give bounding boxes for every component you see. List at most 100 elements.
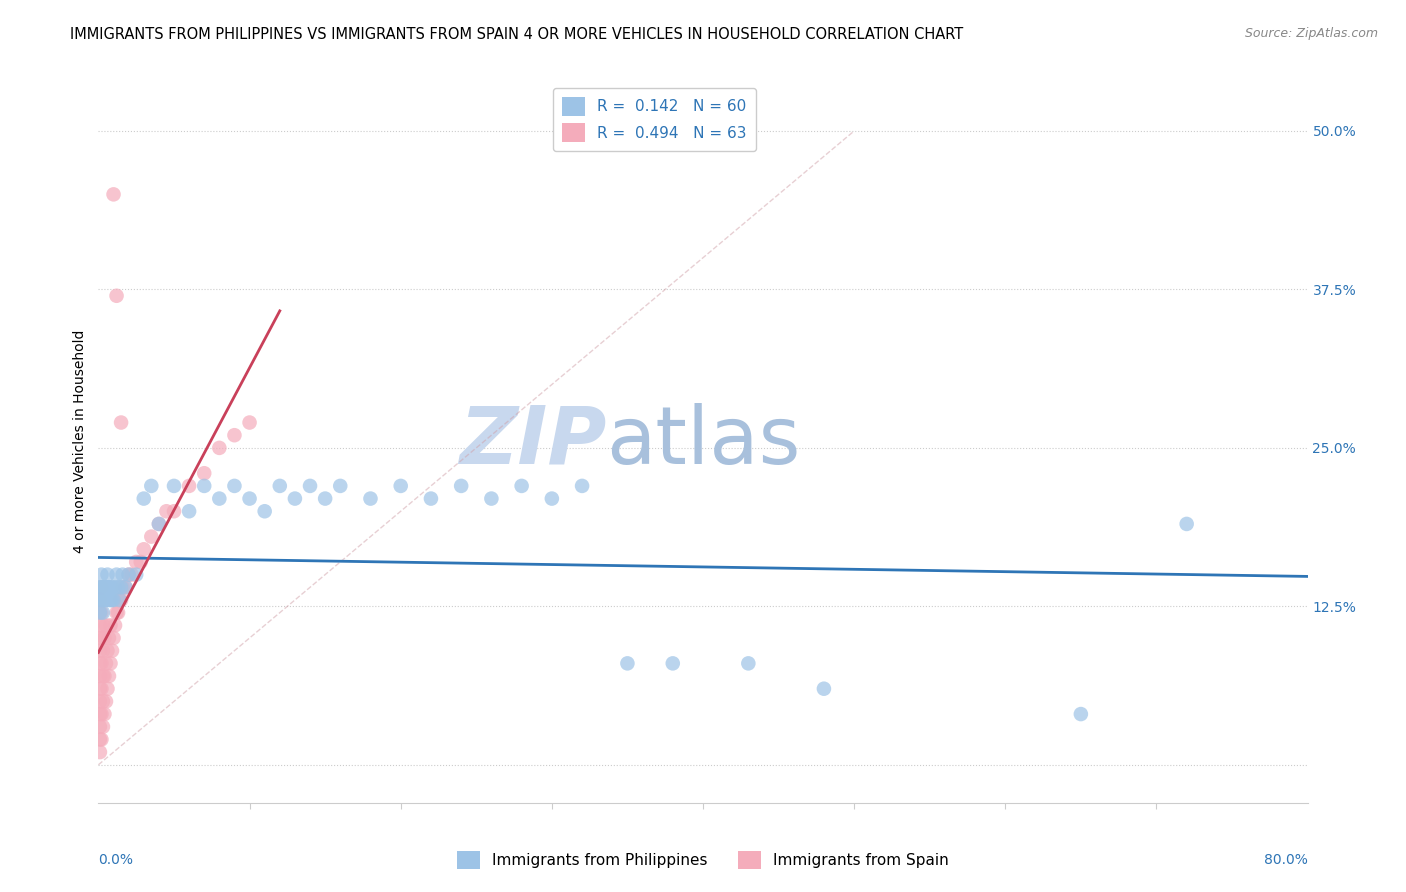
Point [224,479,246,493]
Point [89,606,111,620]
Point [239,491,262,506]
Point [314,491,336,506]
Point [91,593,114,607]
Point [148,516,170,531]
Point [96,681,118,696]
Point [98,631,121,645]
Text: Source: ZipAtlas.com: Source: ZipAtlas.com [1244,27,1378,40]
Point [101,643,124,657]
Point [94,618,117,632]
Point [94,694,117,708]
Point [98,669,121,683]
Point [269,479,291,493]
Point [91,669,114,683]
Text: atlas: atlas [606,402,800,481]
Point [118,567,141,582]
Point [91,694,114,708]
Point [89,669,111,683]
Point [103,187,125,202]
Point [98,580,121,594]
Point [253,504,276,518]
Point [89,694,111,708]
Point [93,707,115,722]
Point [89,745,111,759]
Point [163,504,186,518]
Point [94,657,117,671]
Point [105,567,128,582]
Point [93,669,115,683]
Point [148,516,170,531]
Point [90,580,112,594]
Point [284,491,307,506]
Text: 0.0%: 0.0% [98,854,134,867]
Text: ZIP: ZIP [458,402,606,481]
Point [118,567,141,582]
Point [125,567,148,582]
Point [103,593,125,607]
Point [141,530,163,544]
Point [107,580,129,594]
Point [89,707,111,722]
Point [104,580,127,594]
Point [329,479,352,493]
Point [299,479,322,493]
Text: IMMIGRANTS FROM PHILIPPINES VS IMMIGRANTS FROM SPAIN 4 OR MORE VEHICLES IN HOUSE: IMMIGRANTS FROM PHILIPPINES VS IMMIGRANT… [70,27,963,42]
Point [110,580,132,594]
Point [125,555,148,569]
Point [89,720,111,734]
Point [114,580,136,594]
Point [107,606,129,620]
Point [239,416,262,430]
Point [93,580,115,594]
Point [89,631,111,645]
Point [89,593,111,607]
Point [510,479,533,493]
Point [91,720,114,734]
Point [89,643,111,657]
Point [91,643,114,657]
Point [96,643,118,657]
Point [450,479,472,493]
Point [89,580,111,594]
Point [90,606,112,620]
Point [93,631,115,645]
Point [1070,707,1092,722]
Point [129,555,152,569]
Point [89,618,111,632]
Point [813,681,835,696]
Point [114,580,136,594]
Point [193,479,215,493]
Legend: R =  0.142   N = 60, R =  0.494   N = 63: R = 0.142 N = 60, R = 0.494 N = 63 [553,88,756,151]
Y-axis label: 4 or more Vehicles in Household: 4 or more Vehicles in Household [73,330,87,553]
Point [104,618,127,632]
Point [100,657,122,671]
Point [90,580,112,594]
Point [101,580,124,594]
Legend: Immigrants from Philippines, Immigrants from Spain: Immigrants from Philippines, Immigrants … [451,845,955,875]
Point [90,567,112,582]
Point [108,593,131,607]
Point [105,289,128,303]
Point [571,479,593,493]
Point [90,707,112,722]
Point [98,593,121,607]
Point [100,618,122,632]
Point [163,479,186,493]
Point [100,580,122,594]
Point [179,479,201,493]
Point [90,681,112,696]
Point [540,491,562,506]
Point [193,467,215,481]
Point [110,593,132,607]
Point [132,542,155,557]
Point [481,491,503,506]
Point [89,657,111,671]
Point [89,593,111,607]
Point [208,441,231,455]
Point [1175,516,1198,531]
Point [90,593,112,607]
Point [89,681,111,696]
Point [121,567,143,582]
Point [155,504,177,518]
Point [105,606,128,620]
